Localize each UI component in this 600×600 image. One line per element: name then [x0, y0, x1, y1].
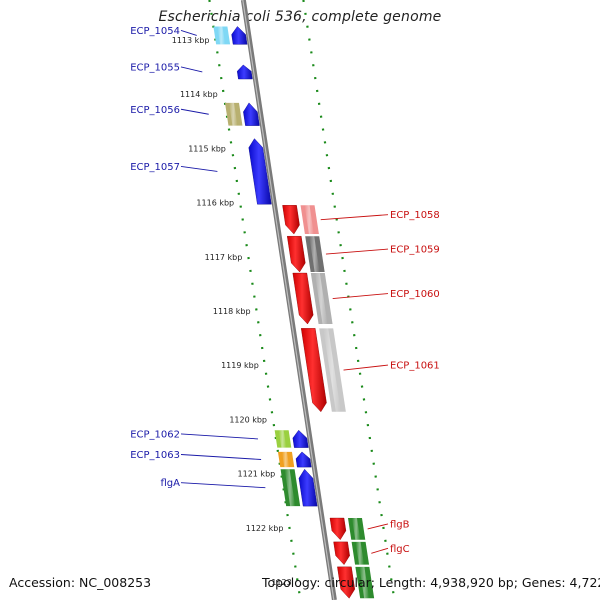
- tick-label-1120: 1120 kbp: [229, 415, 267, 424]
- leader-line: [180, 482, 266, 489]
- gene-ecp-1055: [236, 64, 253, 80]
- leader-line: [180, 29, 197, 36]
- gene-ecp-1060: [292, 272, 333, 325]
- tick-label-1122: 1122 kbp: [246, 524, 284, 533]
- forward-arrow: [292, 429, 309, 448]
- tick-label-1113: 1113 kbp: [172, 36, 210, 45]
- forward-arrow: [248, 138, 272, 205]
- cog-bar-shine: [284, 469, 296, 507]
- gene-name: ECP_1057: [130, 162, 180, 173]
- gene-name: ECP_1063: [130, 450, 180, 461]
- gene-ecp-1061: [300, 328, 346, 413]
- cog-bar-shine: [278, 430, 287, 448]
- cog-bar-shine: [309, 236, 320, 272]
- tick-label-1116: 1116 kbp: [196, 199, 234, 208]
- label-ecp-1060: ECP_1060: [332, 289, 440, 300]
- forward-arrow: [236, 64, 253, 80]
- cog-bar-shine: [351, 518, 361, 540]
- gene-features: [213, 26, 375, 599]
- tick-label-1121: 1121 kbp: [238, 470, 276, 479]
- reverse-arrow: [286, 236, 306, 273]
- reverse-arrow: [337, 566, 355, 599]
- genome-backbone: [240, 0, 337, 600]
- leader-line: [325, 248, 389, 255]
- gene-name: ECP_1059: [390, 245, 440, 256]
- gene-name: ECP_1062: [130, 429, 180, 440]
- tick-label-1117: 1117 kbp: [205, 253, 243, 262]
- label-ecp-1061: ECP_1061: [343, 361, 440, 372]
- label-flga: flgA: [161, 478, 266, 489]
- gene-flga: [280, 468, 318, 507]
- label-ecp-1056: ECP_1056: [130, 105, 209, 116]
- leader-line: [180, 165, 218, 172]
- map-title: Escherichia coli 536, complete genome: [158, 9, 442, 25]
- reverse-arrow: [329, 517, 347, 541]
- gene-name: ECP_1061: [390, 361, 440, 372]
- label-ecp-1057: ECP_1057: [130, 162, 218, 173]
- gene-name: ECP_1055: [130, 62, 180, 73]
- reverse-arrow: [300, 328, 327, 413]
- reverse-arrow: [333, 541, 350, 565]
- backbone-highlight: [242, 0, 335, 600]
- cog-bar-shine: [228, 102, 238, 126]
- gene-labels: ECP_1054 ECP_1055 ECP_1056 ECP_1057 ECP_1058…: [130, 26, 440, 555]
- forward-arrow: [298, 468, 318, 507]
- gene-name: flgC: [390, 544, 410, 555]
- gene-name: ECP_1054: [130, 26, 180, 37]
- label-ecp-1058: ECP_1058: [320, 210, 440, 221]
- gene-ecp-1059: [286, 236, 325, 273]
- gene-name: ECP_1058: [390, 210, 440, 221]
- leader-line: [367, 523, 389, 530]
- forward-arrow: [295, 451, 312, 468]
- leader-line: [180, 454, 262, 460]
- reverse-arrow: [282, 205, 300, 235]
- gene-name: ECP_1060: [390, 289, 440, 300]
- reverse-arrow: [292, 272, 314, 325]
- leader-line: [180, 433, 259, 440]
- genome-stats: Topology: circular; Length: 4,938,920 bp…: [262, 575, 600, 590]
- cog-bar-shine: [304, 205, 314, 235]
- cog-bar-shine: [359, 566, 370, 599]
- label-flgb: flgB: [367, 519, 410, 530]
- gene-name: ECP_1056: [130, 105, 180, 116]
- gene-name: flgA: [161, 478, 181, 489]
- gene-ecp-1058: [282, 205, 319, 235]
- cog-bar-shine: [323, 328, 341, 412]
- tick-label-1115: 1115 kbp: [188, 144, 226, 153]
- gene-ecp-1057: [248, 138, 272, 205]
- leader-line: [180, 108, 209, 115]
- gene-flgc: [333, 541, 370, 565]
- accession-label: Accession: NC_008253: [9, 575, 152, 590]
- leader-line: [332, 293, 389, 299]
- leader-line: [371, 547, 389, 554]
- leader-line: [180, 66, 203, 73]
- cog-bar-shine: [217, 26, 226, 45]
- label-ecp-1063: ECP_1063: [130, 450, 262, 461]
- gene-ecp-1062: [274, 429, 309, 448]
- leader-line: [343, 364, 389, 371]
- gene-name: flgB: [390, 519, 410, 530]
- label-ecp-1054: ECP_1054: [130, 26, 197, 37]
- cog-bar-shine: [281, 451, 290, 468]
- cog-bar-shine: [314, 273, 328, 325]
- tick-label-1119: 1119 kbp: [221, 361, 259, 370]
- forward-arrow: [243, 102, 260, 126]
- tick-label-1123: 1123: [271, 578, 291, 587]
- tick-label-1114: 1114 kbp: [180, 90, 218, 99]
- label-ecp-1055: ECP_1055: [130, 62, 203, 73]
- leader-line: [320, 214, 389, 221]
- gene-ecp-1063: [277, 451, 312, 468]
- label-ecp-1059: ECP_1059: [325, 245, 440, 256]
- gene-unnamed-13: [337, 566, 375, 599]
- cog-bar-shine: [355, 541, 365, 565]
- gene-flgb: [329, 517, 366, 541]
- forward-arrow: [231, 26, 248, 45]
- gene-ecp-1054: [213, 26, 248, 45]
- label-flgc: flgC: [371, 544, 410, 555]
- gene-ecp-1056: [224, 102, 260, 126]
- tick-label-1118: 1118 kbp: [213, 307, 251, 316]
- scale-ticks: 1113 kbp 1114 kbp 1115 kbp 1116 kbp 1117 kbp…: [172, 36, 292, 587]
- label-ecp-1062: ECP_1062: [130, 429, 259, 440]
